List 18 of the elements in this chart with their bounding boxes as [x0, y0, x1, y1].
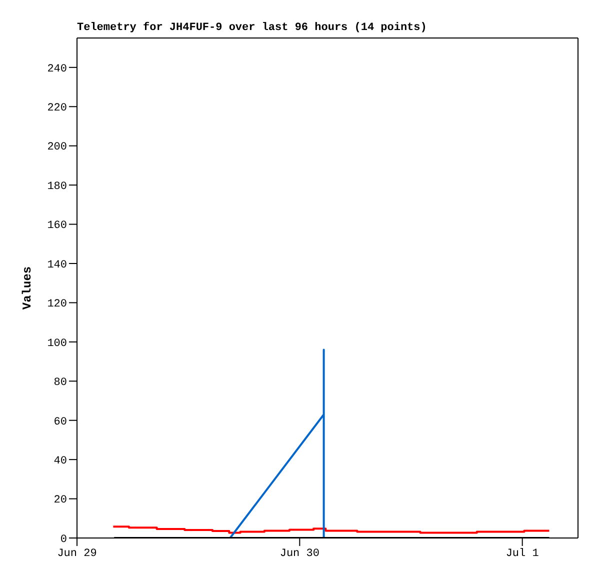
y-tick-label: 40 — [54, 455, 67, 468]
y-tick-label: 160 — [47, 220, 67, 232]
chart-title: Telemetry for JH4FUF-9 over last 96 hours (14 points) — [77, 22, 427, 34]
y-tick-label: 180 — [47, 180, 67, 193]
y-tick-label: 220 — [47, 102, 67, 115]
y-tick-label: 80 — [54, 377, 67, 390]
y-tick-label: 60 — [54, 416, 67, 428]
y-tick-label: 140 — [47, 259, 67, 272]
y-tick-label: 240 — [47, 63, 67, 76]
y-tick-label: 120 — [47, 298, 67, 311]
y-tick-label: 20 — [54, 494, 67, 507]
y-tick-label: 200 — [47, 142, 67, 154]
y-axis-title: Values — [20, 266, 34, 310]
x-tick-label: Jun 29 — [57, 548, 97, 560]
y-tick-label: 0 — [60, 534, 67, 546]
x-tick-label: Jun 30 — [280, 548, 320, 560]
y-tick-label: 100 — [47, 338, 67, 350]
x-tick-label: Jul 1 — [506, 548, 540, 560]
